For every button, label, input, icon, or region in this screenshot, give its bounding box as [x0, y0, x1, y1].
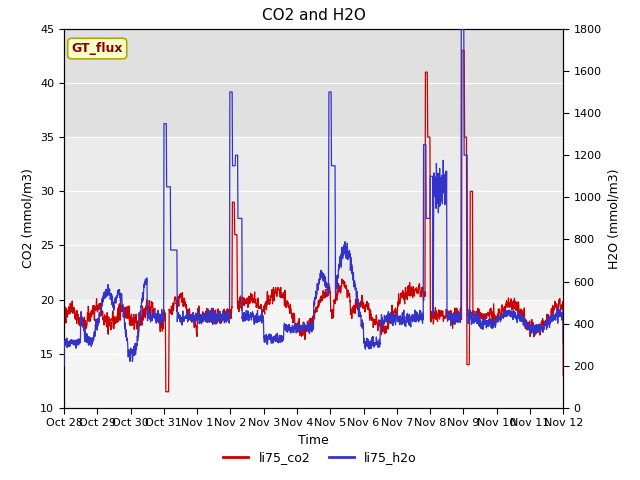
- Y-axis label: H2O (mmol/m3): H2O (mmol/m3): [607, 168, 620, 269]
- Y-axis label: CO2 (mmol/m3): CO2 (mmol/m3): [22, 168, 35, 268]
- Title: CO2 and H2O: CO2 and H2O: [262, 9, 365, 24]
- Bar: [64, 29, 563, 137]
- Bar: [64, 137, 563, 300]
- Legend: li75_co2, li75_h2o: li75_co2, li75_h2o: [218, 446, 422, 469]
- X-axis label: Time: Time: [298, 434, 329, 447]
- Text: GT_flux: GT_flux: [72, 42, 123, 55]
